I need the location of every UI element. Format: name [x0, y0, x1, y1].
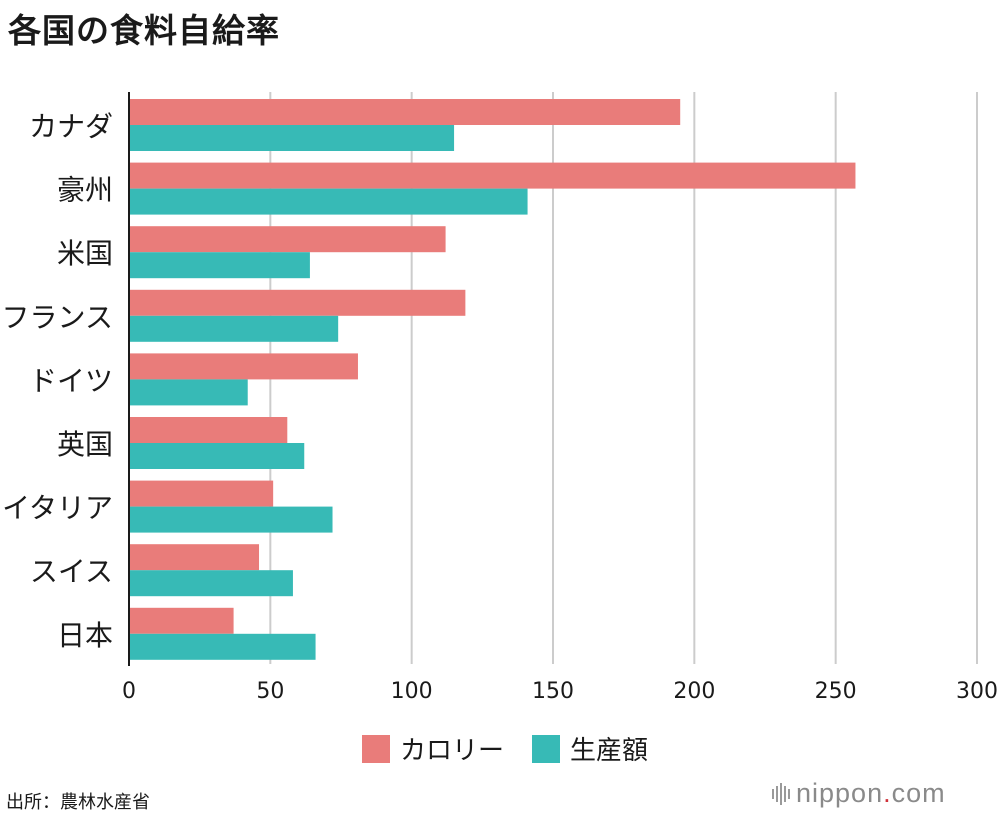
x-tick-label: 250	[815, 679, 857, 704]
legend-item-production: 生産額	[532, 730, 648, 767]
bar-production	[129, 379, 248, 406]
bar-production	[129, 188, 528, 215]
logo-bars-icon	[772, 781, 790, 807]
category-label: カナダ	[29, 110, 113, 143]
bar-calorie	[129, 226, 446, 253]
category-label: フランス	[2, 301, 113, 334]
nippon-logo: nippon.com	[772, 778, 946, 809]
bar-production	[129, 252, 310, 279]
bar-production	[129, 633, 316, 660]
category-label: 米国	[57, 237, 113, 270]
bar-calorie	[129, 607, 234, 634]
logo-dot: .	[883, 778, 892, 808]
x-tick-label: 100	[391, 679, 433, 704]
bar-calorie	[129, 417, 288, 443]
x-tick-label: 50	[256, 679, 284, 704]
bar-production	[129, 125, 455, 151]
bar-production	[129, 506, 333, 533]
x-tick-label: 0	[122, 679, 136, 704]
legend-label-calorie: カロリー	[400, 736, 505, 766]
legend-swatch-production	[532, 734, 561, 763]
category-label: 日本	[57, 619, 113, 652]
bar-calorie	[129, 99, 681, 125]
logo-name: nippon	[796, 778, 884, 808]
category-label: イタリア	[2, 492, 113, 525]
category-label: ドイツ	[29, 364, 113, 397]
category-label: 英国	[57, 428, 113, 461]
bar-production	[129, 570, 293, 597]
legend-swatch-calorie	[362, 734, 390, 763]
category-label: 豪州	[57, 174, 113, 207]
x-tick-label: 200	[673, 679, 715, 704]
x-tick-label: 150	[532, 679, 574, 704]
bar-calorie	[129, 289, 466, 316]
bar-calorie	[129, 162, 856, 189]
x-tick-label: 300	[956, 679, 998, 704]
legend-label-production: 生産額	[570, 736, 649, 766]
chart-title: 各国の食料自給率	[8, 11, 280, 50]
bar-calorie	[129, 544, 260, 571]
legend: カロリー 生産額	[362, 730, 666, 767]
bar-calorie	[129, 480, 274, 507]
bar-production	[129, 315, 339, 342]
legend-item-calorie: カロリー	[362, 730, 504, 767]
logo-suffix: com	[891, 778, 946, 808]
category-label: スイス	[30, 555, 113, 588]
bar-production	[129, 443, 305, 469]
bar-calorie	[129, 353, 358, 380]
source-note: 出所：農林水産省	[6, 792, 150, 813]
